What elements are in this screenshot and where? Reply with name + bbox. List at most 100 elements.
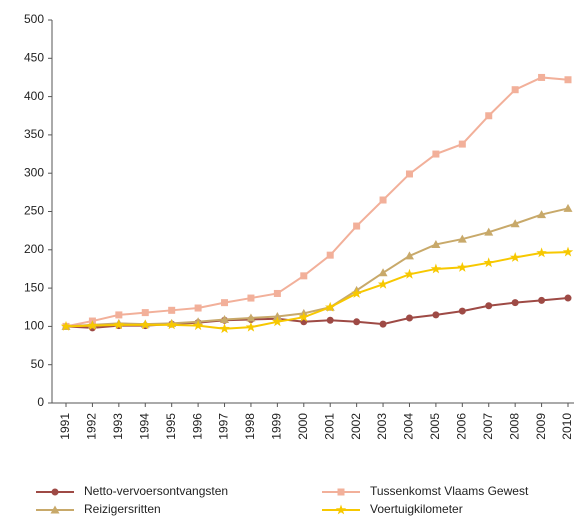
point (87, 320, 98, 331)
point (509, 252, 521, 262)
x-tick-label: 1993 (111, 413, 125, 440)
point (166, 319, 177, 330)
x-tick-label: 2001 (322, 413, 336, 440)
x-tick-label: 2008 (507, 413, 521, 440)
x-tick-label: 2004 (402, 413, 416, 440)
legend-label: Tussenkomst Vlaams Gewest (370, 484, 529, 498)
y-tick-label: 50 (31, 357, 45, 371)
y-tick-label: 450 (24, 50, 44, 64)
point (245, 321, 257, 332)
point (335, 504, 347, 515)
point (51, 488, 59, 496)
point (405, 170, 413, 178)
point (60, 320, 72, 331)
point (351, 288, 362, 298)
legend-label: Netto-vervoersontvangsten (84, 484, 228, 498)
x-tick-label: 2010 (560, 413, 574, 440)
point (300, 272, 308, 280)
point (378, 268, 388, 277)
point (485, 112, 493, 120)
point (194, 304, 202, 312)
point (563, 203, 573, 212)
x-tick-label: 2003 (375, 413, 389, 440)
point (458, 140, 466, 148)
series-line (65, 76, 569, 328)
x-tick-label: 2005 (428, 413, 442, 440)
x-tick-label: 1992 (85, 413, 99, 440)
point (430, 263, 442, 274)
point (404, 251, 414, 260)
point (113, 319, 125, 330)
point (485, 302, 493, 310)
point (510, 219, 520, 228)
x-tick-label: 2000 (296, 413, 310, 440)
point (564, 76, 572, 84)
y-tick-label: 400 (24, 89, 44, 103)
point (337, 488, 345, 496)
point (379, 320, 387, 328)
point (272, 316, 283, 327)
point (353, 318, 361, 326)
point (405, 314, 413, 322)
point (458, 307, 466, 315)
point (298, 311, 309, 322)
point (141, 309, 149, 317)
y-tick-label: 200 (24, 242, 44, 256)
x-tick-label: 1999 (270, 413, 284, 440)
y-tick-label: 150 (24, 280, 44, 294)
y-tick-label: 500 (24, 12, 44, 26)
y-tick-label: 100 (24, 319, 44, 333)
point (431, 239, 441, 248)
y-tick-label: 350 (24, 127, 44, 141)
point (564, 294, 572, 302)
point (537, 210, 547, 219)
point (511, 86, 519, 94)
point (483, 257, 494, 268)
series-line (65, 207, 569, 328)
legend-label: Voertuigkilometer (370, 502, 463, 516)
series-line (65, 251, 569, 330)
x-tick-label: 1995 (164, 413, 178, 440)
point (326, 316, 334, 324)
x-tick-label: 2002 (349, 413, 363, 440)
point (404, 268, 415, 279)
point (50, 505, 60, 514)
point (457, 261, 468, 272)
point (538, 73, 546, 81)
point (353, 222, 361, 230)
x-tick-label: 1997 (217, 413, 231, 440)
point (219, 323, 230, 334)
point (115, 311, 123, 319)
x-tick-label: 1998 (243, 413, 257, 440)
point (511, 299, 519, 307)
point (220, 315, 230, 324)
y-tick-label: 0 (37, 395, 44, 409)
point (140, 319, 151, 330)
y-tick-label: 300 (24, 165, 44, 179)
point (432, 150, 440, 158)
x-tick-label: 1991 (58, 413, 72, 440)
point (432, 311, 440, 319)
point (379, 196, 387, 204)
x-tick-label: 1994 (137, 413, 151, 440)
point (247, 294, 255, 302)
point (192, 320, 204, 331)
point (536, 247, 547, 258)
point (562, 246, 574, 257)
y-tick-label: 250 (24, 204, 44, 218)
point (168, 306, 176, 314)
x-tick-label: 2006 (454, 413, 468, 440)
point (246, 313, 256, 322)
x-tick-label: 2007 (481, 413, 495, 440)
point (538, 296, 546, 304)
x-tick-label: 1996 (190, 413, 204, 440)
point (377, 278, 389, 289)
point (457, 234, 467, 243)
legend-label: Reizigersritten (84, 502, 161, 516)
point (221, 299, 229, 307)
point (484, 227, 494, 236)
point (272, 311, 282, 320)
point (325, 301, 336, 312)
point (273, 289, 281, 297)
